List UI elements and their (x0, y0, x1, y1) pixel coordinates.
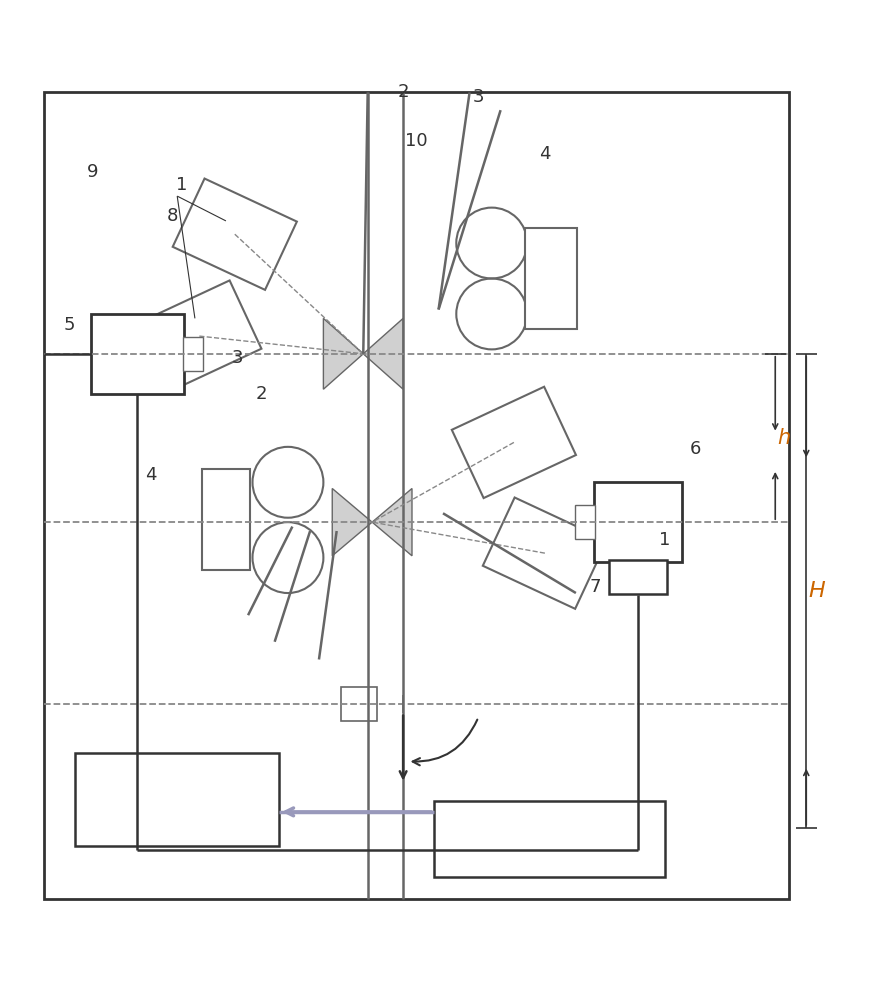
Text: 5: 5 (64, 316, 74, 334)
Bar (434, 801, 664, 877)
Bar (609, 560, 666, 594)
Text: 3: 3 (473, 88, 484, 106)
Text: h: h (778, 428, 790, 448)
Polygon shape (363, 318, 403, 389)
Polygon shape (323, 318, 363, 389)
Bar (173, 179, 297, 290)
Bar (44, 92, 789, 899)
Bar (75, 753, 279, 846)
Text: 2: 2 (398, 83, 408, 101)
Text: 1: 1 (176, 176, 187, 194)
Text: 6: 6 (690, 440, 701, 458)
Bar (575, 505, 595, 539)
Bar (91, 314, 184, 394)
Text: H: H (809, 581, 825, 601)
Text: 4: 4 (145, 466, 156, 484)
Text: 10: 10 (405, 132, 428, 150)
Text: 7: 7 (590, 578, 601, 596)
Bar (341, 687, 377, 721)
Bar (201, 469, 250, 570)
Bar (594, 482, 682, 562)
Text: 4: 4 (540, 145, 550, 163)
Text: 1: 1 (659, 531, 670, 549)
Bar (183, 337, 203, 371)
Text: 9: 9 (88, 163, 98, 181)
Bar (137, 280, 261, 392)
Polygon shape (332, 488, 372, 556)
Text: 3: 3 (232, 349, 243, 367)
Text: 2: 2 (256, 385, 267, 403)
Bar (483, 498, 607, 609)
Bar (452, 387, 576, 498)
Bar (525, 228, 577, 329)
Text: 8: 8 (167, 207, 178, 225)
Polygon shape (372, 488, 412, 556)
